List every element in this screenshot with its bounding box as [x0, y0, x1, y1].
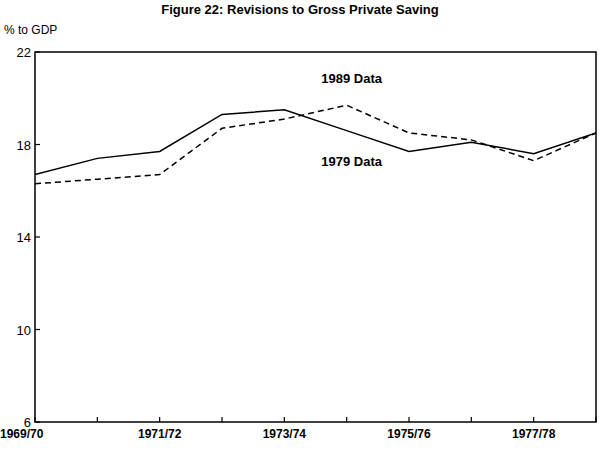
y-tick [35, 236, 40, 237]
x-tick-label: 1969/70 [0, 427, 44, 441]
y-tick [35, 144, 40, 145]
x-tick [284, 417, 285, 422]
x-tick [97, 417, 98, 422]
chart: Figure 22: Revisions to Gross Private Sa… [0, 0, 600, 462]
y-tick-label: 18 [17, 138, 31, 153]
title: Figure 22: Revisions to Gross Private Sa… [161, 2, 438, 17]
y-tick-label: 22 [17, 45, 31, 60]
y-tick-label: 14 [17, 230, 31, 245]
x-tick-label: 1975/76 [387, 427, 431, 441]
x-tick [221, 417, 222, 422]
y-tick-label: 10 [17, 323, 31, 338]
x-tick-label: 1973/74 [263, 427, 307, 441]
y-label: % to GDP [4, 23, 57, 37]
plot-frame [35, 52, 596, 422]
x-tick [471, 417, 472, 422]
plot-area [35, 105, 596, 184]
x-tick [595, 417, 596, 422]
x-tick [346, 417, 347, 422]
x-tick-label: 1977/78 [512, 427, 556, 441]
y-tick [35, 51, 40, 52]
x-tick [159, 417, 160, 422]
y-tick [35, 421, 40, 422]
x-tick [34, 417, 35, 422]
x-tick-label: 1971/72 [138, 427, 182, 441]
series-line [35, 110, 596, 175]
series-line [35, 105, 596, 184]
y-tick [35, 329, 40, 330]
series-label: 1979 Data [321, 154, 382, 169]
x-tick [533, 417, 534, 422]
x-tick [408, 417, 409, 422]
series-label: 1989 Data [321, 71, 382, 86]
